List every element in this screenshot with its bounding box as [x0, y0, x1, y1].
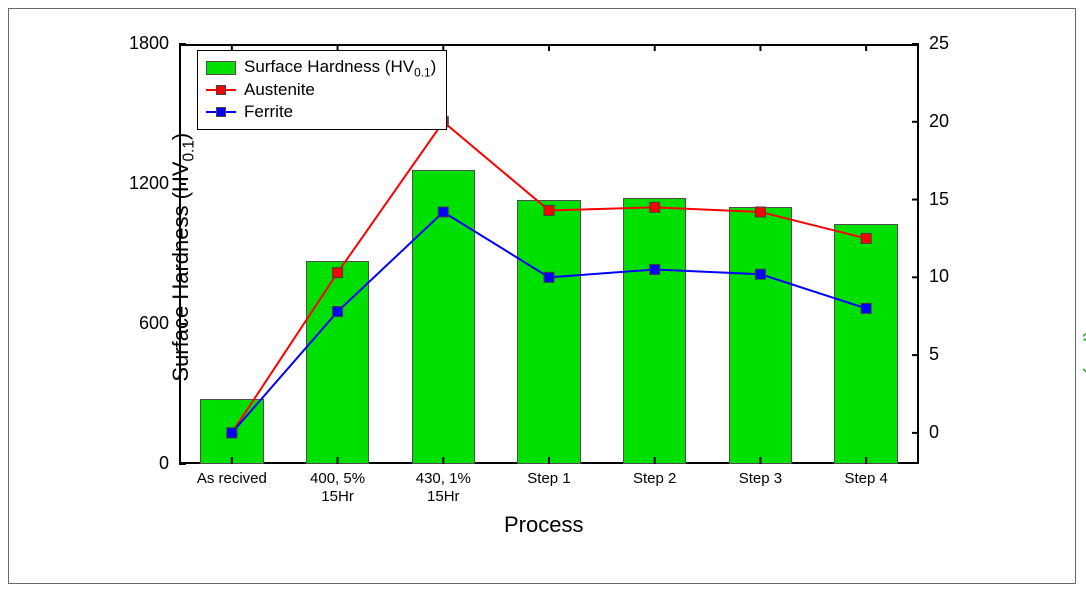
y-axis-right-label: S-Phase Thickness (μm) [1081, 135, 1086, 376]
y-axis-left-label: Surface Hardness (HV0.1) [168, 133, 198, 382]
x-tick-label: 400, 5%15Hr [285, 470, 391, 506]
x-tick-label: Step 4 [813, 470, 919, 488]
bar [834, 224, 897, 464]
x-tick-label: 430, 1%15Hr [390, 470, 496, 506]
x-tick-label: Step 3 [708, 470, 814, 488]
y-left-tick-label: 1800 [129, 33, 169, 54]
y-right-tick-label: 20 [929, 111, 949, 132]
legend-swatch-line-icon [206, 83, 236, 97]
bar [306, 261, 369, 464]
y-right-tick-label: 25 [929, 33, 949, 54]
bar [412, 170, 475, 464]
y-right-tick-label: 15 [929, 189, 949, 210]
legend-swatch-line-icon [206, 105, 236, 119]
bar [517, 200, 580, 464]
legend-item-austenite: Austenite [206, 79, 436, 101]
x-tick-label: Step 2 [602, 470, 708, 488]
y-right-tick-label: 5 [929, 344, 939, 365]
legend-austenite-label: Austenite [244, 79, 315, 102]
legend: Surface Hardness (HV0.1) Austenite Ferri… [197, 50, 447, 130]
legend-ferrite-label: Ferrite [244, 101, 293, 124]
y-right-tick-label: 10 [929, 266, 949, 287]
x-tick-label: As recived [179, 470, 285, 488]
chart-frame: Surface Hardness (HV0.1) S-Phase Thickne… [8, 8, 1076, 584]
bar [729, 207, 792, 464]
x-tick-label: Step 1 [496, 470, 602, 488]
x-axis-label: Process [504, 512, 583, 538]
legend-item-ferrite: Ferrite [206, 101, 436, 123]
bar [623, 198, 686, 464]
legend-swatch-bar-icon [206, 61, 236, 75]
bar [200, 399, 263, 464]
y-left-tick-label: 0 [159, 453, 169, 474]
legend-item-bars: Surface Hardness (HV0.1) [206, 57, 436, 79]
y-left-tick-label: 600 [139, 313, 169, 334]
y-right-tick-label: 0 [929, 422, 939, 443]
legend-bar-label: Surface Hardness (HV0.1) [244, 56, 436, 80]
y-left-tick-label: 1200 [129, 173, 169, 194]
